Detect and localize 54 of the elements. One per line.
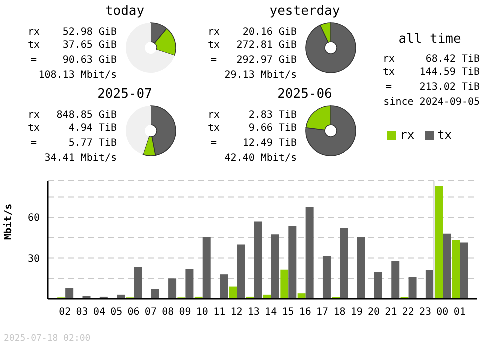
x-tick-label: 06 xyxy=(128,307,140,318)
x-tick-label: 15 xyxy=(282,307,294,318)
text: tx 4.94 TiB xyxy=(28,123,117,134)
x-tick-label: 23 xyxy=(419,307,432,318)
text: = 292.97 GiB xyxy=(210,55,297,66)
x-tick-label: 02 xyxy=(59,307,72,318)
text: rx 52.98 GiB xyxy=(28,27,117,38)
x-tick-label: 11 xyxy=(214,307,226,318)
y-tick-label: 60 xyxy=(28,213,40,224)
x-tick-label: 21 xyxy=(385,307,398,318)
x-tick-label: 01 xyxy=(454,307,466,318)
text: = 90.63 GiB xyxy=(30,55,117,66)
text: tx 37.65 GiB xyxy=(28,40,117,51)
text: 108.13 Mbit/s xyxy=(38,69,117,82)
x-tick-label: 16 xyxy=(299,307,312,318)
legend-label: tx xyxy=(438,128,452,142)
text: tx 272.81 GiB xyxy=(208,40,297,51)
text: all time xyxy=(398,32,462,47)
chart-title: today xyxy=(104,4,146,19)
text: = 12.49 TiB xyxy=(210,138,297,149)
text: = 213.02 TiB xyxy=(386,82,480,93)
text: 34.41 Mbit/s xyxy=(44,152,117,165)
text: since 2024-09-05 xyxy=(382,96,480,109)
y-axis-title: Mbit/s xyxy=(2,204,15,240)
x-tick-label: 17 xyxy=(316,307,329,318)
x-tick-label: 12 xyxy=(230,307,243,318)
x-tick-label: 04 xyxy=(93,307,106,318)
legend-label: rx xyxy=(400,128,415,142)
x-tick-label: 03 xyxy=(76,307,88,318)
x-tick-label: 10 xyxy=(196,307,208,318)
text: rx 68.42 TiB xyxy=(382,54,480,65)
text: rx 20.16 GiB xyxy=(208,27,297,38)
x-tick-label: 20 xyxy=(368,307,380,318)
x-tick-label: 05 xyxy=(110,307,123,318)
x-tick-label: 14 xyxy=(265,307,278,318)
text: = 5.77 TiB xyxy=(30,138,117,149)
chart-title: 2025-06 xyxy=(276,87,334,102)
text: rx 2.83 TiB xyxy=(208,110,297,121)
x-tick-label: 08 xyxy=(162,307,174,318)
x-tick-label: 18 xyxy=(334,307,346,318)
y-tick-label: 30 xyxy=(28,254,40,265)
x-tick-label: 22 xyxy=(402,307,414,318)
text: 29.13 Mbit/s xyxy=(224,69,297,82)
text: 42.40 Mbit/s xyxy=(224,152,297,165)
x-tick-label: 19 xyxy=(350,307,363,318)
x-tick-label: 09 xyxy=(179,307,192,318)
text: tx 144.59 TiB xyxy=(382,67,480,78)
text: rx 848.85 GiB xyxy=(28,110,117,121)
text: tx 9.66 TiB xyxy=(208,123,297,134)
chart-title: 2025-07 xyxy=(96,87,154,102)
x-tick-label: 13 xyxy=(248,307,260,318)
chart-title: yesterday xyxy=(268,4,342,19)
x-tick-label: 00 xyxy=(436,307,449,318)
x-tick-label: 07 xyxy=(144,307,157,318)
